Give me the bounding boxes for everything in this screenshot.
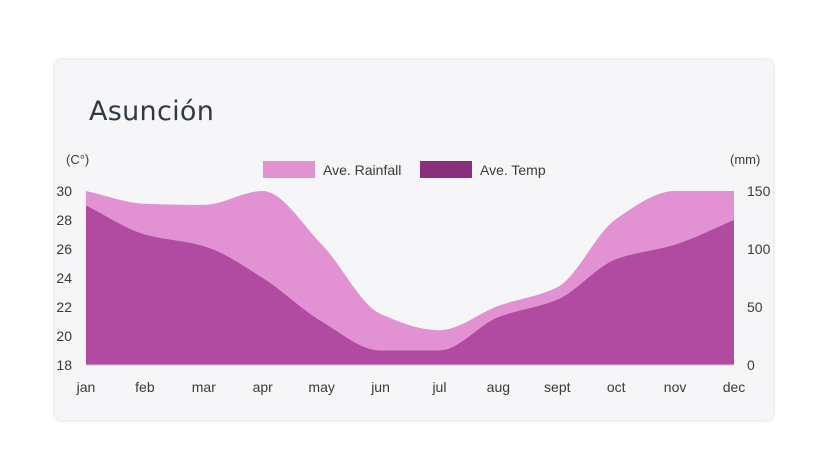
series-area-temp xyxy=(86,205,734,365)
legend-label: Ave. Temp xyxy=(480,162,546,178)
x-tick-label: aug xyxy=(487,379,510,395)
left-tick-label: 22 xyxy=(56,299,72,315)
x-tick-label: apr xyxy=(253,379,274,395)
x-tick-label: feb xyxy=(135,379,155,395)
legend-swatch xyxy=(420,161,472,178)
x-tick-label: jul xyxy=(431,379,446,395)
right-tick-label: 150 xyxy=(747,183,771,199)
chart-axes: jan feb mar apr may jun jul aug sept oct nov dec 18 2… xyxy=(56,152,770,395)
left-tick-label: 28 xyxy=(56,212,72,228)
x-tick-label: mar xyxy=(192,379,216,395)
chart-areas xyxy=(86,191,734,365)
x-tick-label: oct xyxy=(607,379,626,395)
chart-legend: Ave. Rainfall Ave. Temp xyxy=(263,161,546,178)
legend-label: Ave. Rainfall xyxy=(323,162,401,178)
left-tick-label: 24 xyxy=(56,270,72,286)
x-tick-label: jan xyxy=(76,379,96,395)
right-tick-label: 0 xyxy=(747,357,755,373)
left-tick-label: 26 xyxy=(56,241,72,257)
legend-swatch xyxy=(263,161,315,178)
left-axis-unit: (C°) xyxy=(66,152,89,167)
left-tick-label: 20 xyxy=(56,328,72,344)
x-tick-label: may xyxy=(308,379,334,395)
left-tick-label: 18 xyxy=(56,357,72,373)
right-tick-label: 100 xyxy=(747,241,771,257)
right-axis-unit: (mm) xyxy=(730,152,760,167)
right-tick-label: 50 xyxy=(747,299,763,315)
x-tick-label: jun xyxy=(370,379,390,395)
left-tick-label: 30 xyxy=(56,183,72,199)
x-tick-label: dec xyxy=(723,379,746,395)
x-tick-label: sept xyxy=(544,379,571,395)
chart-title: Asunción xyxy=(89,96,215,127)
x-tick-label: nov xyxy=(664,379,687,395)
